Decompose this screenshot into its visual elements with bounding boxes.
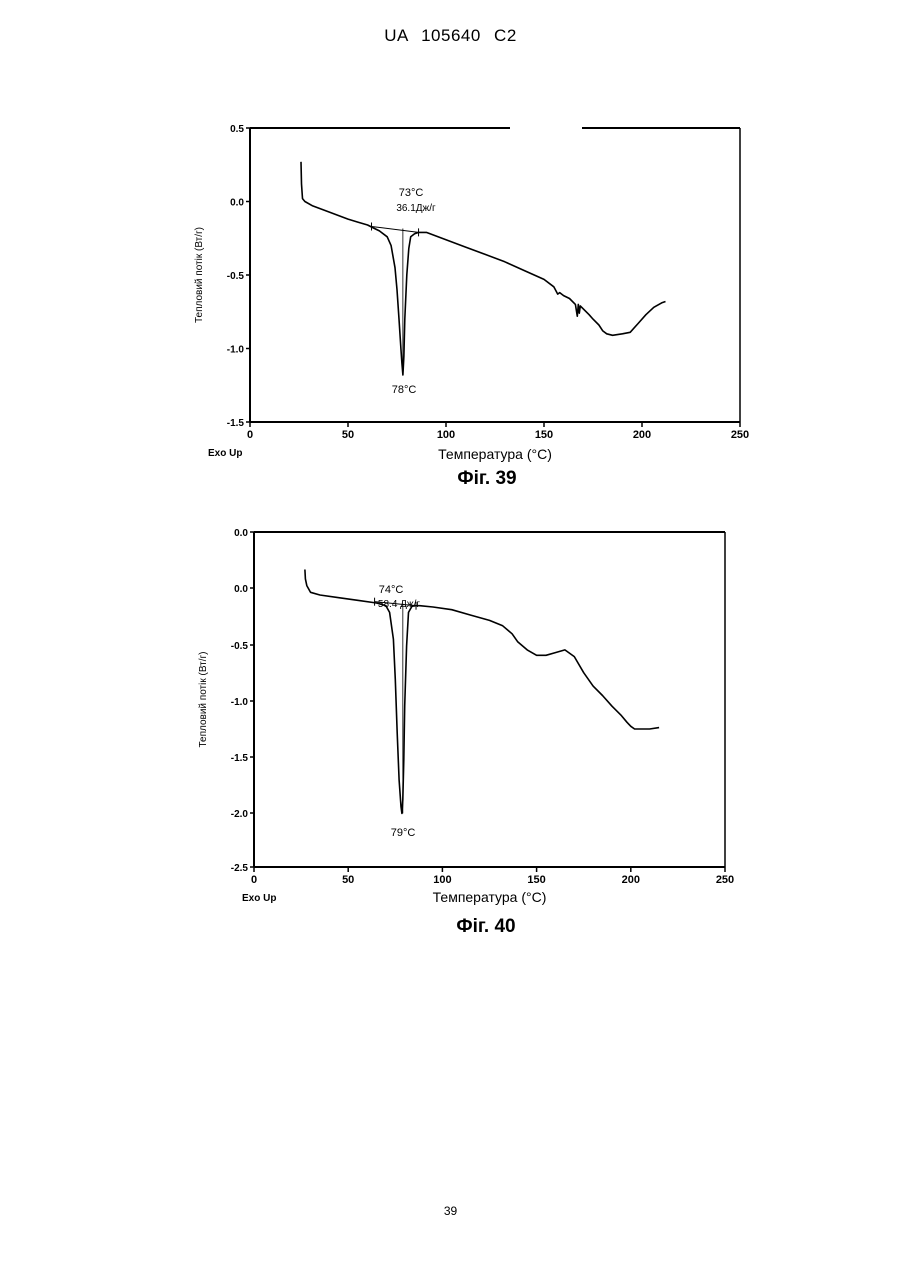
x-axis-label: Температура (°C)	[438, 446, 552, 462]
x-tick-label: 0	[247, 429, 253, 441]
y-tick-label: 0.0	[230, 198, 244, 209]
dsc-curve	[305, 570, 659, 814]
y-tick-label: -1.0	[231, 697, 249, 708]
x-tick-label: 50	[342, 874, 354, 886]
y-tick-label: 0.0	[234, 528, 248, 539]
x-tick-label: 100	[433, 874, 451, 886]
y-tick-label: -0.5	[227, 271, 245, 282]
y-tick-label: -0.5	[231, 641, 249, 652]
figure-39-dsc-chart: 0 50 100 150 200 250 0.5 0.0 -0.5 -1.0 -1.5 Темпера…	[0, 110, 901, 495]
exo-up-label: Exo Up	[242, 893, 276, 904]
x-tick-label: 50	[342, 429, 354, 441]
enthalpy-label: 58.4 Дж/г	[378, 599, 420, 610]
x-tick-label: 250	[731, 429, 749, 441]
y-tick-label: 0.5	[230, 124, 244, 135]
x-tick-label: 250	[716, 874, 734, 886]
figure-40-dsc-chart: 0 50 100 150 200 250 0.0 0.0 -0.5 -1.0 -1.5 -2.0 -2.…	[0, 515, 901, 935]
figure-caption: Фіг. 40	[456, 916, 515, 937]
x-tick-label: 200	[633, 429, 651, 441]
dsc-curve	[301, 162, 666, 375]
y-tick-label: -1.0	[227, 345, 245, 356]
exo-up-label: Exo Up	[208, 448, 242, 459]
peak-temperature-label: 79°C	[391, 827, 416, 839]
x-tick-label: 100	[437, 429, 455, 441]
x-tick-label: 150	[535, 429, 553, 441]
onset-temperature-label: 74°C	[379, 584, 404, 596]
x-tick-label: 150	[527, 874, 545, 886]
y-tick-label: 0.0	[234, 584, 248, 595]
page-number: 39	[0, 1204, 901, 1218]
figure-caption: Фіг. 39	[457, 468, 516, 489]
enthalpy-label: 36.1Дж/г	[396, 203, 436, 214]
x-tick-label: 0	[251, 874, 257, 886]
y-tick-label: -1.5	[227, 418, 245, 429]
x-tick-label: 200	[622, 874, 640, 886]
peak-temperature-label: 78°C	[392, 384, 417, 396]
integration-baseline	[372, 226, 419, 232]
patent-header: UA 105640 C2	[0, 26, 901, 46]
y-tick-label: -2.5	[231, 863, 249, 874]
y-axis-label: Тепловий потік (Вт/г)	[198, 651, 209, 747]
y-tick-label: -1.5	[231, 753, 249, 764]
x-axis-label: Температура (°C)	[433, 889, 547, 905]
y-tick-label: -2.0	[231, 809, 249, 820]
y-axis-label: Тепловий потік (Вт/г)	[194, 227, 205, 323]
onset-temperature-label: 73°C	[399, 187, 424, 199]
